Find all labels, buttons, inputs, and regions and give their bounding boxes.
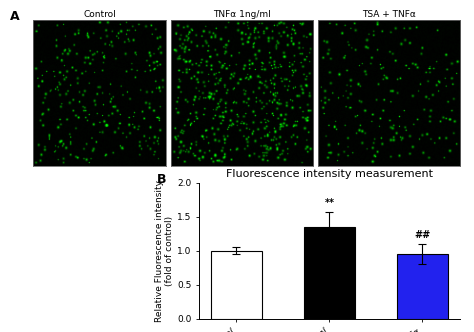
Title: Control: Control xyxy=(83,10,116,19)
Title: TSA + TNFα: TSA + TNFα xyxy=(362,10,416,19)
Title: TNFα 1ng/ml: TNFα 1ng/ml xyxy=(213,10,271,19)
Text: **: ** xyxy=(324,199,335,208)
Title: Fluorescence intensity measurement: Fluorescence intensity measurement xyxy=(226,169,433,179)
Text: ##: ## xyxy=(414,230,430,240)
Bar xyxy=(211,251,262,319)
Text: B: B xyxy=(156,173,166,186)
Y-axis label: Relative Fluorescence intensity
(fold of control): Relative Fluorescence intensity (fold of… xyxy=(155,180,174,322)
Bar xyxy=(397,254,448,319)
Text: A: A xyxy=(9,10,19,23)
Bar xyxy=(304,227,355,319)
